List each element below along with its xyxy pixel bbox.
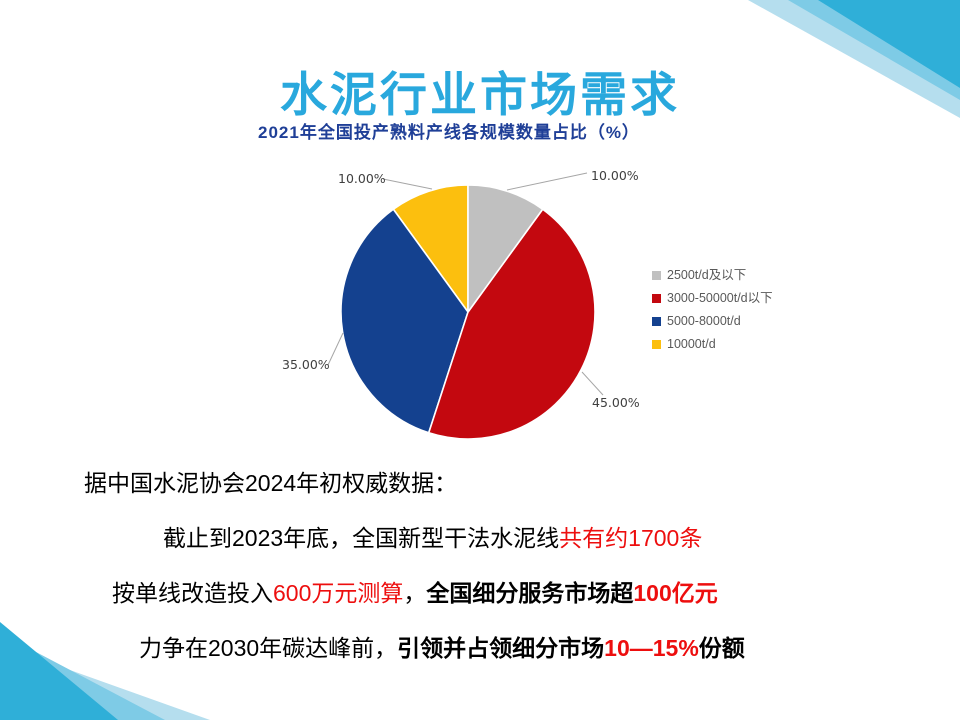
legend-item-1: 3000-50000t/d以下 xyxy=(652,291,773,305)
pie-slice-0 xyxy=(467,184,544,315)
pie-slice-2 xyxy=(340,208,469,434)
body-line-4-bold2: 份额 xyxy=(698,635,745,661)
legend-item-3: 10000t/d xyxy=(652,337,773,351)
leader-line-slice-0 xyxy=(506,172,588,191)
legend-swatch-icon xyxy=(652,339,661,349)
page-title: 水泥行业市场需求 xyxy=(280,68,680,121)
body-line-4: 力争在2030年碳达峰前，引领并占领细分市场10—15%份额 xyxy=(139,629,745,663)
decoration-triangle-dark xyxy=(0,622,118,720)
body-line-3-bold: 全国细分服务市场超 xyxy=(426,580,634,606)
body-line-3-black2: ， xyxy=(403,580,427,606)
pie-slice-3 xyxy=(392,184,469,315)
legend-swatch-icon xyxy=(652,316,661,326)
body-line-3-red-bold: 100亿元 xyxy=(633,580,718,606)
body-line-1-text: 据中国水泥协会2024年初权威数据： xyxy=(84,470,458,496)
pie-slice-1 xyxy=(427,208,596,440)
body-line-4-bold1: 引领并占领细分市场 xyxy=(397,635,605,661)
leader-line-slice-1 xyxy=(581,371,604,396)
legend-swatch-icon xyxy=(652,293,661,303)
chart-legend: 2500t/d及以下 3000-50000t/d以下 5000-8000t/d 100… xyxy=(652,268,773,360)
legend-label-0: 2500t/d及以下 xyxy=(667,268,747,282)
body-line-2-black: 截止到2023年底，全国新型干法水泥线 xyxy=(163,525,560,551)
body-line-3-black1: 按单线改造投入 xyxy=(112,580,273,606)
legend-label-1: 3000-50000t/d以下 xyxy=(667,291,773,305)
legend-item-0: 2500t/d及以下 xyxy=(652,268,773,282)
body-line-4-red-bold: 10—15% xyxy=(604,635,699,661)
legend-swatch-icon xyxy=(652,270,661,280)
bottom-left-corner-decoration xyxy=(0,622,210,720)
leader-lines xyxy=(327,172,604,396)
body-line-3: 按单线改造投入600万元测算，全国细分服务市场超100亿元 xyxy=(112,574,718,608)
decoration-triangle-dark xyxy=(818,0,960,88)
leader-line-slice-3 xyxy=(382,178,433,190)
pie-label-10000td: 10.00% xyxy=(338,171,386,186)
leader-line-slice-2 xyxy=(327,332,344,366)
body-line-2-red: 共有约1700条 xyxy=(559,525,703,551)
legend-label-3: 10000t/d xyxy=(667,337,716,351)
pie-label-3000-50000td: 45.00% xyxy=(592,395,640,410)
top-right-corner-decoration xyxy=(748,0,960,118)
body-line-4-black: 力争在2030年碳达峰前， xyxy=(139,635,398,661)
pie-chart xyxy=(327,172,604,440)
body-line-1: 据中国水泥协会2024年初权威数据： xyxy=(84,464,457,498)
pie-label-2500td: 10.00% xyxy=(591,168,639,183)
chart-title: 2021年全国投产熟料产线各规模数量占比（%） xyxy=(258,123,640,142)
legend-label-2: 5000-8000t/d xyxy=(667,314,741,328)
legend-item-2: 5000-8000t/d xyxy=(652,314,773,328)
pie-label-5000-8000td: 35.00% xyxy=(282,357,330,372)
body-line-2: 截止到2023年底，全国新型干法水泥线共有约1700条 xyxy=(163,519,702,553)
body-line-3-red1: 600万元测算 xyxy=(273,580,404,606)
